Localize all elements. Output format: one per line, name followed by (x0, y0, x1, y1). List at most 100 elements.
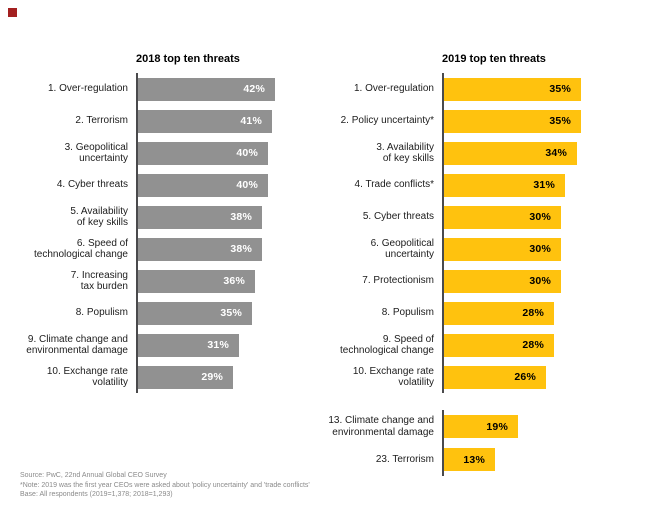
chart-2018-top-threats: 2018 top ten threats 1. Over-regulation 2… (20, 53, 320, 393)
chart-row: 38% (138, 233, 320, 265)
chart-row: 31% (444, 169, 646, 201)
chart-row: 41% (138, 105, 320, 137)
bar-value: 19% (486, 420, 508, 433)
row-label: 2. Policy uncertainty* (340, 115, 434, 127)
bar-value: 35% (549, 83, 571, 95)
bar: 19% (444, 415, 518, 438)
chart-title-2018: 2018 top ten threats (136, 53, 240, 65)
bar: 40% (138, 173, 268, 197)
row-label: 9. Speed of technological change (340, 333, 434, 357)
bars-column-with-axis: 42% 41% 40% 40% 38% 38% 36% 35% 31% 29% (136, 73, 320, 393)
category-labels-column: 1. Over-regulation 2. Policy uncertainty*… (326, 73, 434, 393)
bar: 40% (138, 141, 268, 165)
chart-row: 29% (138, 361, 320, 393)
chart-2019-extra-rows: 13. Climate change and environmental dam… (326, 410, 646, 476)
category-labels-column: 1. Over-regulation 2. Terrorism 3. Geopoli… (20, 73, 128, 393)
chart-row: 35% (444, 105, 646, 137)
bar-value: 42% (243, 83, 265, 95)
row-label: 10. Exchange rate volatility (46, 365, 128, 389)
chart-row: 36% (138, 265, 320, 297)
row-label: 3. Geopolitical uncertainty (64, 141, 128, 165)
chart-row: 34% (444, 137, 646, 169)
row-label: 9. Climate change and environmental dama… (26, 333, 128, 357)
bar-value: 35% (549, 115, 571, 127)
bar-value: 40% (236, 147, 258, 159)
bar-value: 36% (223, 275, 245, 287)
pwc-red-square-mark (8, 8, 17, 17)
chart-title-2019: 2019 top ten threats (442, 53, 546, 65)
row-label: 7. Increasing tax burden (70, 269, 128, 293)
bar-value: 29% (201, 371, 223, 383)
chart-2019-top-threats: 2019 top ten threats 1. Over-regulation 2… (326, 53, 646, 476)
chart-row: 28% (444, 297, 646, 329)
bar-value: 38% (230, 243, 252, 255)
row-label: 2. Terrorism (75, 115, 128, 127)
bar-value: 30% (529, 275, 551, 287)
bar: 30% (444, 269, 561, 293)
bar-value: 41% (240, 115, 262, 127)
row-label: 6. Geopolitical uncertainty (370, 237, 434, 261)
bar-value: 30% (529, 211, 551, 223)
bar: 41% (138, 109, 272, 133)
bar: 36% (138, 269, 255, 293)
row-label: 1. Over-regulation (353, 83, 434, 95)
row-label: 23. Terrorism (375, 453, 434, 465)
base-note: Base: All respondents (2019=1,378; 2018=… (20, 491, 173, 499)
chart-row: 13% (444, 443, 646, 476)
row-label: 8. Populism (381, 307, 434, 319)
category-labels-column: 13. Climate change and environmental dam… (326, 410, 434, 476)
chart-row: 35% (138, 297, 320, 329)
row-label: 3. Availability of key skills (376, 141, 434, 165)
row-label: 1. Over-regulation (47, 83, 128, 95)
asterisk-note: *Note: 2019 was the first year CEOs were… (20, 481, 310, 489)
bar: 31% (138, 333, 239, 357)
bar: 28% (444, 333, 554, 357)
bar-value: 26% (514, 371, 536, 383)
row-label: 13. Climate change and environmental dam… (328, 415, 434, 438)
row-label: 4. Trade conflicts* (354, 179, 434, 191)
bar-value: 28% (522, 339, 544, 351)
bar-value: 38% (230, 211, 252, 223)
chart-row: 28% (444, 329, 646, 361)
bars-column-with-axis: 35% 35% 34% 31% 30% 30% 30% 28% 28% 26% (442, 73, 646, 393)
chart-row: 30% (444, 201, 646, 233)
source-note: Source: PwC, 22nd Annual Global CEO Surv… (20, 472, 167, 479)
chart-row: 30% (444, 233, 646, 265)
chart-row: 26% (444, 361, 646, 393)
row-label: 7. Protectionism (362, 275, 434, 287)
row-label: 4. Cyber threats (56, 179, 128, 191)
bar: 28% (444, 301, 554, 325)
bar-value: 35% (220, 307, 242, 319)
chart-row: 31% (138, 329, 320, 361)
bar: 35% (444, 109, 581, 133)
footnotes: Source: PwC, 22nd Annual Global CEO Surv… (20, 471, 310, 500)
bar: 13% (444, 448, 495, 471)
bar: 26% (444, 365, 546, 389)
bar: 38% (138, 205, 262, 229)
bar-value: 40% (236, 179, 258, 191)
bar-value: 13% (463, 453, 485, 466)
bar: 35% (138, 301, 252, 325)
bar: 42% (138, 77, 275, 101)
bar: 34% (444, 141, 577, 165)
bar: 30% (444, 205, 561, 229)
bar-value: 31% (533, 179, 555, 191)
row-label: 5. Availability of key skills (70, 205, 128, 229)
row-label: 8. Populism (75, 307, 128, 319)
chart-2018-rows: 1. Over-regulation 2. Terrorism 3. Geopoli… (20, 73, 320, 393)
bar: 29% (138, 365, 233, 389)
chart-row: 40% (138, 169, 320, 201)
bar-value: 34% (545, 147, 567, 159)
bar: 38% (138, 237, 262, 261)
bar-value: 28% (522, 307, 544, 319)
chart-row: 40% (138, 137, 320, 169)
chart-row: 42% (138, 73, 320, 105)
chart-row: 35% (444, 73, 646, 105)
row-label: 10. Exchange rate volatility (352, 365, 434, 389)
chart-row: 38% (138, 201, 320, 233)
bar: 31% (444, 173, 565, 197)
chart-row: 30% (444, 265, 646, 297)
row-label: 6. Speed of technological change (34, 237, 128, 261)
chart-2019-rows: 1. Over-regulation 2. Policy uncertainty*… (326, 73, 646, 393)
bar-value: 31% (207, 339, 229, 351)
